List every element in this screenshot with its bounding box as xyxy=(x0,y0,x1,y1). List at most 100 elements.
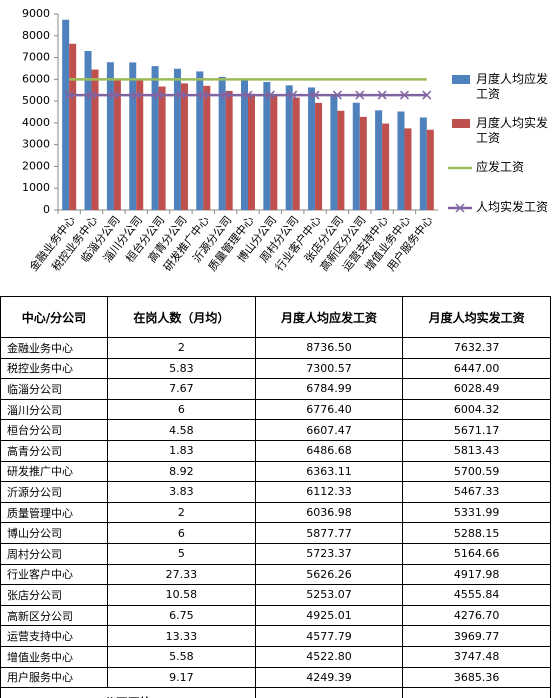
y-tick-label: 7000 xyxy=(22,51,50,64)
cell: 质量管理中心 xyxy=(0,501,108,524)
marker xyxy=(355,90,365,100)
marker xyxy=(310,90,320,100)
row: 淄川分公司 6 6776.40 6004.32 xyxy=(0,398,551,421)
cell: 博山分公司 xyxy=(0,522,108,544)
row: 高新区分公司 6.75 4925.01 4276.70 xyxy=(0,604,551,627)
bar xyxy=(375,110,383,210)
cell: 5700.59 xyxy=(402,460,551,483)
row: 运营支持中心 13.33 4577.79 3969.77 xyxy=(0,625,551,647)
cell: 5813.43 xyxy=(402,439,551,462)
cell: 1.83 xyxy=(107,439,256,462)
cell: 税控业务中心 xyxy=(0,357,108,380)
bar xyxy=(84,51,92,210)
y-tick-label: 6000 xyxy=(22,72,50,85)
bar xyxy=(225,90,233,210)
cell: 桓台分公司 xyxy=(0,419,108,441)
row: 研发推广中心 8.92 6363.11 5700.59 xyxy=(0,460,551,483)
bar xyxy=(180,83,188,210)
cell: 5253.07 xyxy=(254,584,404,606)
cell: 高新区分公司 xyxy=(0,604,108,627)
row: 金融业务中心 2 8736.50 7632.37 xyxy=(0,337,551,359)
footer-row: 公司平均5997.685276.63 xyxy=(0,687,551,698)
cell: 6 xyxy=(107,522,256,544)
row: 临淄分公司 7.67 6784.99 6028.49 xyxy=(0,378,551,400)
bar xyxy=(292,97,300,210)
cell: 27.33 xyxy=(107,563,256,586)
row: 税控业务中心 5.83 7300.57 6447.00 xyxy=(0,357,551,380)
cell: 5671.17 xyxy=(402,419,551,441)
bar xyxy=(113,78,121,210)
cell: 6036.98 xyxy=(254,501,404,524)
cell: 6784.99 xyxy=(254,378,404,400)
marker xyxy=(154,90,164,100)
cell: 4925.01 xyxy=(254,604,404,627)
row: 高青分公司 1.83 6486.68 5813.43 xyxy=(0,439,551,462)
bar xyxy=(62,19,70,210)
marker xyxy=(176,90,186,100)
bar xyxy=(218,76,226,210)
y-tick-label: 0 xyxy=(43,203,50,216)
cell: 5331.99 xyxy=(402,501,551,524)
cell: 6112.33 xyxy=(254,481,404,503)
bar xyxy=(352,102,360,210)
bar xyxy=(248,93,255,210)
chart: 0100020003000400050006000700080009000金融业… xyxy=(22,7,472,274)
row: 周村分公司 5 5723.37 5164.66 xyxy=(0,542,551,565)
legend-label: 月度人均应发工资 xyxy=(476,72,549,101)
cell: 研发推广中心 xyxy=(0,460,108,483)
cell: 沂源分公司 xyxy=(0,481,108,503)
cell: 2 xyxy=(107,501,256,524)
cell: 6 xyxy=(107,398,256,421)
y-tick-label: 3000 xyxy=(22,138,50,151)
cell: 7.67 xyxy=(107,378,256,400)
bar xyxy=(129,62,137,211)
marker xyxy=(221,90,231,100)
cell: 13.33 xyxy=(107,625,256,647)
cell: 3.83 xyxy=(107,481,256,503)
cell: 3969.77 xyxy=(402,625,551,647)
cell: 7632.37 xyxy=(402,337,551,359)
cell: 5288.15 xyxy=(402,522,551,544)
cell: 临淄分公司 xyxy=(0,378,108,400)
cell: 6776.40 xyxy=(254,398,404,421)
cell: 行业客户中心 xyxy=(0,563,108,586)
cell: 4917.98 xyxy=(402,563,551,586)
cell: 3685.36 xyxy=(402,666,551,689)
cell: 6447.00 xyxy=(402,357,551,380)
header-cell: 月度人均实发工资 xyxy=(402,296,551,338)
legend-swatch xyxy=(452,119,470,128)
bar xyxy=(404,128,412,210)
cell: 6028.49 xyxy=(402,378,551,400)
bar xyxy=(136,79,144,210)
legend-swatch xyxy=(452,75,470,84)
data-table: 中心/分公司 在岗人数（月均） 月度人均应发工资 月度人均实发工资 金融业务中心 2 873… xyxy=(0,296,551,698)
cell: 用户服务中心 xyxy=(0,666,108,689)
marker xyxy=(131,90,141,100)
marker xyxy=(399,90,410,100)
header-cell: 在岗人数（月均） xyxy=(107,296,256,338)
footer-cell: 5997.68 xyxy=(254,687,404,698)
cell: 高青分公司 xyxy=(0,439,108,462)
bar xyxy=(106,62,114,211)
marker xyxy=(64,90,74,100)
bar xyxy=(263,81,271,210)
bar xyxy=(330,95,338,210)
marker xyxy=(109,90,119,100)
cell: 6486.68 xyxy=(254,439,404,462)
marker xyxy=(86,90,97,100)
cell: 7300.57 xyxy=(254,357,404,380)
bar xyxy=(397,111,405,210)
cell: 6607.47 xyxy=(254,419,404,441)
row: 质量管理中心 2 6036.98 5331.99 xyxy=(0,501,551,524)
legend-label: 月度人均实发工资 xyxy=(476,116,549,145)
row: 行业客户中心 27.33 5626.26 4917.98 xyxy=(0,563,551,586)
bar xyxy=(359,116,367,210)
footer-cell: 5276.63 xyxy=(402,687,551,698)
cell: 5164.66 xyxy=(402,542,551,565)
cell: 4276.70 xyxy=(402,604,551,627)
marker xyxy=(198,90,208,100)
cell: 5877.77 xyxy=(254,522,404,544)
bar xyxy=(426,129,434,210)
bar xyxy=(241,78,248,211)
y-tick-label: 9000 xyxy=(22,7,50,20)
